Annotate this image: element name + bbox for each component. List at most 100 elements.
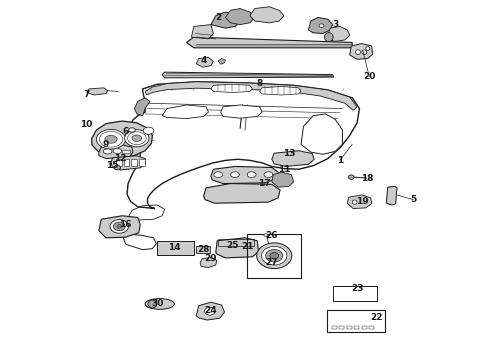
Ellipse shape — [214, 172, 222, 177]
Text: 11: 11 — [278, 165, 290, 174]
Bar — [247, 234, 301, 278]
Ellipse shape — [103, 149, 112, 154]
Bar — [196, 246, 210, 253]
Polygon shape — [260, 86, 301, 95]
Ellipse shape — [348, 175, 354, 179]
Polygon shape — [99, 145, 133, 158]
Polygon shape — [162, 72, 334, 78]
Text: 12: 12 — [115, 154, 127, 163]
Text: 28: 28 — [197, 245, 210, 254]
Polygon shape — [162, 105, 208, 118]
Ellipse shape — [204, 307, 215, 315]
Text: 4: 4 — [200, 56, 207, 65]
Text: 16: 16 — [120, 220, 132, 229]
Polygon shape — [99, 216, 140, 238]
Ellipse shape — [324, 33, 333, 41]
Polygon shape — [111, 156, 146, 170]
Text: 24: 24 — [205, 306, 217, 315]
Polygon shape — [127, 82, 360, 208]
Text: 21: 21 — [241, 242, 254, 251]
Bar — [116, 159, 122, 166]
Ellipse shape — [117, 225, 122, 228]
Text: 7: 7 — [83, 90, 90, 99]
Text: 1: 1 — [337, 156, 343, 165]
Ellipse shape — [247, 172, 256, 177]
Ellipse shape — [128, 128, 135, 132]
Text: 29: 29 — [205, 254, 217, 263]
Ellipse shape — [148, 300, 157, 308]
Ellipse shape — [319, 24, 324, 27]
Text: 17: 17 — [258, 179, 271, 188]
Ellipse shape — [257, 243, 292, 269]
Polygon shape — [134, 98, 150, 116]
Polygon shape — [87, 88, 108, 95]
Ellipse shape — [266, 249, 283, 262]
Polygon shape — [187, 37, 352, 48]
Polygon shape — [196, 302, 224, 320]
Ellipse shape — [113, 149, 122, 154]
Bar — [123, 159, 129, 166]
Text: 30: 30 — [151, 299, 164, 308]
Ellipse shape — [114, 222, 125, 231]
Polygon shape — [216, 238, 259, 258]
Ellipse shape — [124, 130, 149, 147]
Bar — [362, 326, 367, 329]
Text: 26: 26 — [266, 231, 278, 240]
Bar — [354, 326, 359, 329]
Bar — [131, 159, 137, 166]
Text: 27: 27 — [266, 258, 278, 267]
Bar — [122, 150, 129, 153]
Polygon shape — [145, 82, 357, 111]
Text: 9: 9 — [103, 140, 109, 149]
Ellipse shape — [114, 165, 121, 170]
Ellipse shape — [362, 50, 367, 54]
Bar — [369, 326, 374, 329]
Polygon shape — [220, 105, 262, 118]
Ellipse shape — [105, 135, 117, 143]
Bar — [157, 241, 194, 255]
Text: 25: 25 — [226, 241, 239, 250]
Ellipse shape — [145, 298, 174, 309]
Polygon shape — [211, 166, 279, 184]
Polygon shape — [92, 121, 152, 158]
Polygon shape — [272, 151, 314, 166]
Bar — [327, 310, 385, 332]
Polygon shape — [218, 59, 225, 64]
Polygon shape — [308, 18, 333, 33]
Polygon shape — [203, 184, 280, 203]
Polygon shape — [272, 172, 294, 187]
Text: 14: 14 — [168, 243, 181, 252]
Ellipse shape — [132, 135, 142, 141]
Bar — [333, 287, 376, 301]
Text: 3: 3 — [332, 20, 338, 29]
Text: 22: 22 — [370, 313, 383, 322]
Ellipse shape — [262, 247, 287, 265]
Bar — [339, 326, 344, 329]
Ellipse shape — [231, 172, 239, 177]
Text: 18: 18 — [361, 174, 373, 183]
Polygon shape — [301, 114, 343, 154]
Polygon shape — [328, 26, 350, 41]
Ellipse shape — [264, 234, 268, 236]
Bar — [218, 239, 254, 246]
Ellipse shape — [352, 200, 357, 204]
Text: 10: 10 — [80, 120, 93, 129]
Ellipse shape — [366, 47, 370, 50]
Polygon shape — [350, 44, 373, 59]
Polygon shape — [200, 257, 217, 267]
Polygon shape — [192, 24, 213, 39]
Text: 15: 15 — [106, 161, 119, 170]
Text: 20: 20 — [363, 72, 375, 81]
Text: 13: 13 — [283, 149, 295, 158]
Text: 8: 8 — [256, 79, 263, 88]
Polygon shape — [225, 9, 255, 24]
Text: 19: 19 — [356, 197, 368, 206]
Ellipse shape — [264, 172, 273, 177]
Polygon shape — [250, 7, 284, 23]
Polygon shape — [211, 84, 252, 93]
Polygon shape — [386, 186, 397, 205]
Ellipse shape — [143, 127, 154, 134]
Text: 2: 2 — [215, 13, 221, 22]
Bar — [332, 326, 337, 329]
Polygon shape — [196, 58, 213, 67]
